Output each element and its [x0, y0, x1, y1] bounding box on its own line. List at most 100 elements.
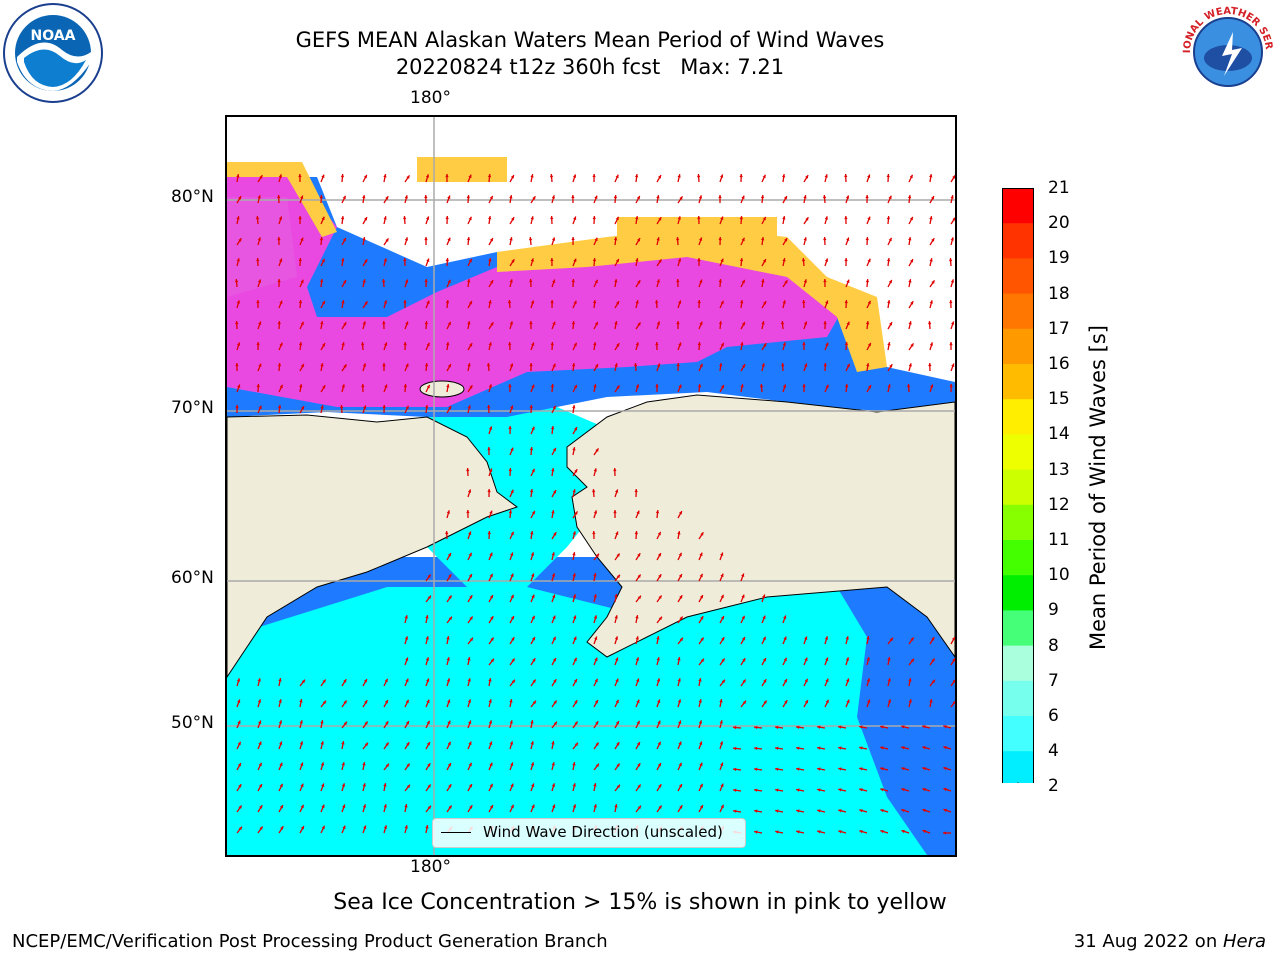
wave-arrow-head: [362, 279, 366, 283]
wave-arrow-head: [637, 238, 640, 242]
wave-arrow-head: [259, 805, 263, 809]
wave-arrow-head: [950, 195, 954, 199]
wave-arrow-head: [906, 384, 911, 388]
wave-arrow-head: [838, 767, 842, 771]
wave-arrow-head: [614, 363, 618, 367]
wave-arrow-head: [859, 746, 863, 750]
wave-arrow-head: [838, 788, 842, 792]
wave-arrow-head: [720, 762, 724, 766]
wave-arrow-head: [321, 783, 325, 787]
wave-arrow-head: [700, 616, 704, 620]
wave-arrow-head: [363, 825, 367, 829]
wave-arrow-head: [613, 468, 617, 472]
wave-arrow-head: [425, 636, 429, 640]
wave-arrow-head: [592, 174, 596, 178]
wave-arrow-head: [362, 804, 367, 808]
wave-arrow-head: [300, 237, 304, 242]
wave-arrow-head: [637, 763, 641, 767]
wave-arrow-head: [488, 426, 493, 430]
colorbar-segment: [1002, 469, 1034, 506]
wave-arrow-head: [489, 195, 493, 200]
wave-arrow-head: [529, 363, 533, 367]
wave-arrow-head: [720, 804, 724, 809]
wave-arrow-head: [677, 678, 681, 682]
wave-arrow-head: [551, 468, 555, 472]
wave-arrow-head: [741, 279, 745, 284]
wave-arrow-head: [910, 658, 914, 663]
wave-arrow-head: [739, 174, 743, 178]
wave-arrow-head: [553, 679, 557, 683]
wave-arrow-head: [846, 678, 850, 682]
noaa-logo-text: NOAA: [31, 28, 76, 44]
wave-arrow-head: [676, 321, 680, 325]
lat-tick-70: 70°N: [171, 398, 214, 418]
wave-arrow-head: [341, 300, 345, 304]
wave-arrow-head: [910, 343, 914, 347]
footer-credit: NCEP/EMC/Verification Post Processing Pr…: [12, 931, 608, 952]
wave-arrow-head: [615, 489, 619, 493]
wave-arrow-head: [740, 300, 744, 304]
wave-arrow-head: [550, 216, 554, 220]
wave-arrow-head: [720, 385, 724, 389]
wave-arrow-head: [343, 364, 347, 368]
wave-arrow-head: [825, 699, 829, 704]
wave-arrow-head: [404, 615, 408, 619]
wave-arrow-head: [901, 829, 905, 834]
wave-arrow-head: [951, 637, 955, 641]
wave-arrow-head: [593, 804, 597, 808]
wave-arrow-head: [510, 616, 514, 620]
wave-arrow-head: [616, 385, 620, 389]
wave-arrow-head: [825, 300, 829, 304]
wave-arrow-head: [887, 384, 891, 388]
wave-arrow-head: [908, 699, 912, 703]
colorbar-tick-label: 12: [1048, 494, 1070, 515]
wave-arrow-head: [889, 322, 892, 326]
wave-arrow-head: [381, 279, 386, 283]
wave-arrow-head: [656, 195, 660, 199]
wave-arrow-head: [529, 405, 533, 409]
wave-arrow-head: [783, 679, 787, 683]
wave-arrow-head: [467, 405, 471, 409]
wave-arrow-head: [655, 510, 660, 514]
colorbar: [1001, 188, 1035, 823]
wave-arrow-head: [278, 174, 282, 178]
wave-arrow-head: [321, 804, 325, 809]
colorbar-tick-label: 14: [1048, 424, 1070, 445]
wave-arrow-head: [447, 364, 451, 368]
wave-arrow-head: [258, 321, 262, 325]
wave-arrow-head: [385, 721, 389, 725]
wave-arrow-head: [446, 678, 451, 682]
wave-arrow-head: [952, 701, 955, 704]
wave-arrow-head: [699, 762, 703, 767]
wave-arrow-head: [364, 700, 368, 704]
wave-arrow-head: [405, 405, 409, 410]
wave-arrow-head: [424, 237, 428, 241]
wave-arrow-head: [866, 657, 870, 661]
wave-arrow-head: [838, 746, 842, 750]
wave-arrow-head: [783, 615, 787, 619]
wave-arrow-head: [573, 300, 577, 305]
wave-arrow-head: [531, 426, 535, 431]
colorbar-tick-label: 18: [1048, 283, 1070, 304]
wave-arrow-head: [574, 427, 577, 431]
wave-arrow-head: [845, 636, 849, 640]
wave-arrow-head: [237, 699, 241, 703]
wave-arrow-head: [343, 280, 346, 284]
wave-arrow-head: [592, 531, 596, 535]
wave-arrow-head: [636, 699, 640, 704]
wave-arrow-head: [699, 552, 703, 557]
wave-arrow-head: [754, 788, 758, 792]
wave-arrow-head: [733, 725, 737, 730]
wave-arrow-head: [259, 175, 263, 179]
wave-arrow-head: [279, 783, 283, 788]
wave-arrow-head: [615, 531, 619, 536]
wave-arrow-head: [844, 216, 848, 220]
wave-arrow-head: [718, 321, 723, 325]
wave-arrow-head: [908, 279, 912, 283]
wave-arrow-head: [490, 658, 494, 663]
wave-arrow-head: [594, 636, 598, 640]
wave-arrow-head: [553, 532, 557, 536]
wave-arrow-head: [427, 763, 431, 767]
wave-arrow-head: [489, 468, 493, 472]
wave-arrow-head: [469, 637, 473, 642]
